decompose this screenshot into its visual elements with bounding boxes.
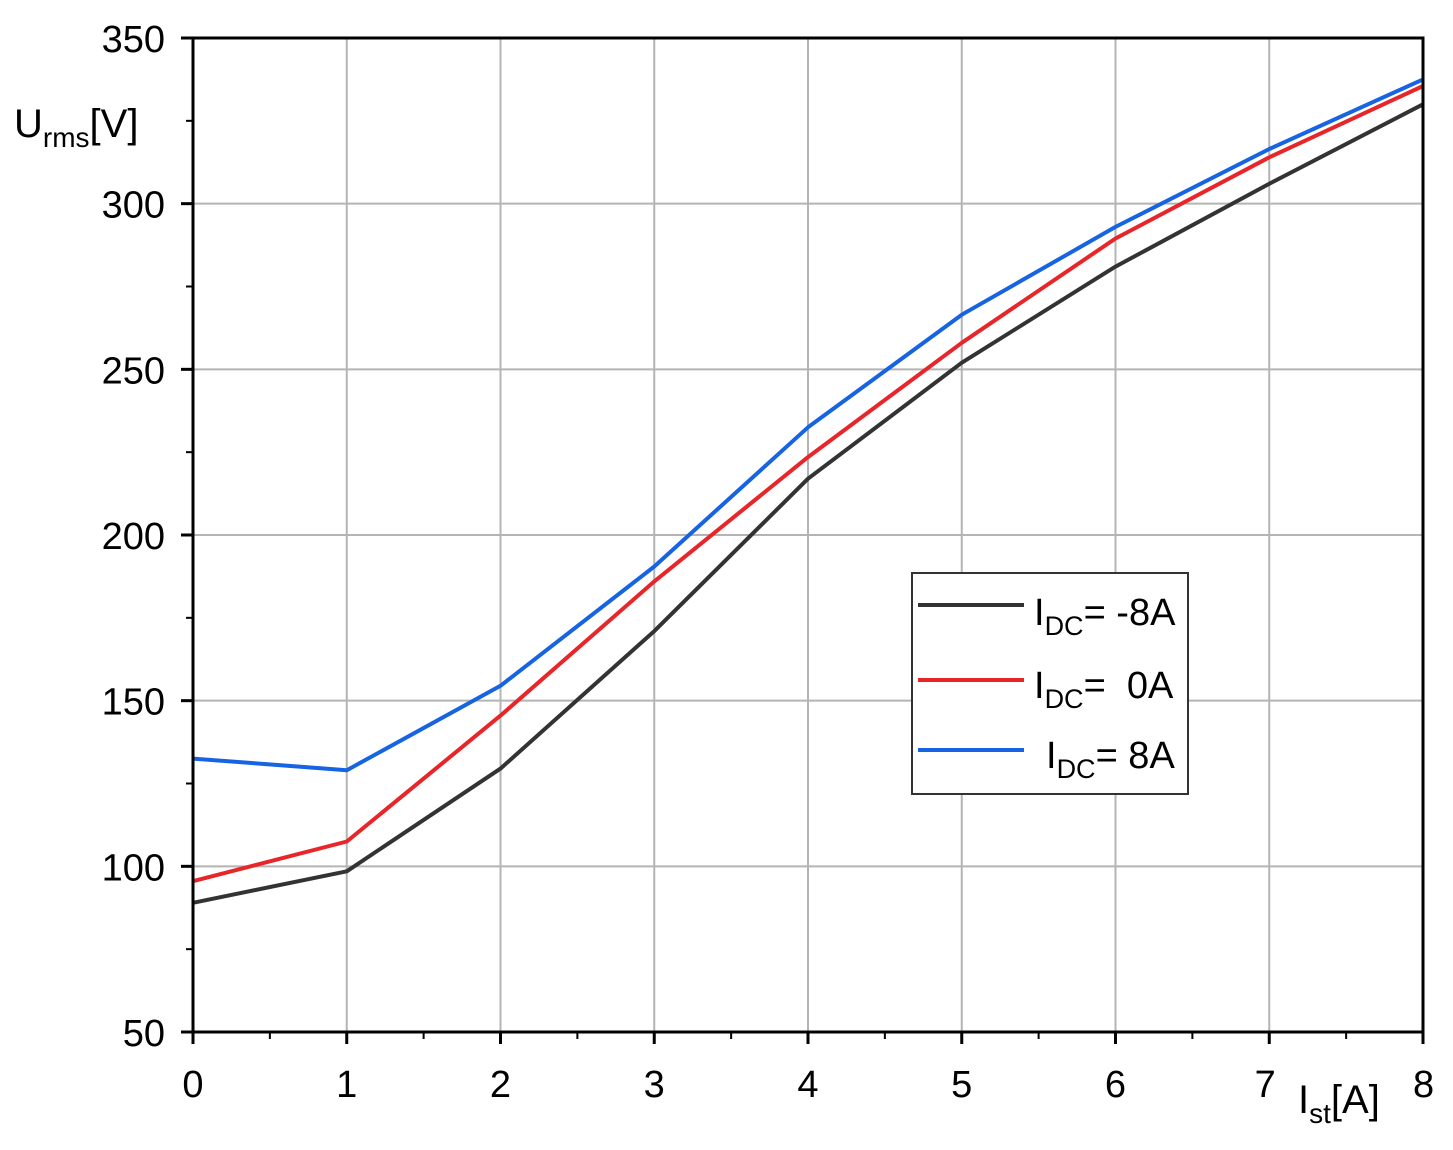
legend-label-neg8-main: I xyxy=(1034,592,1045,634)
legend-box xyxy=(911,572,1189,795)
x-axis-label: Ist[A] xyxy=(1298,1078,1380,1129)
x-tick-label: 3 xyxy=(644,1064,665,1106)
legend-label-neg8: IDC= -8A xyxy=(1034,592,1176,641)
legend-label-pos8-sub: DC xyxy=(1057,754,1096,784)
axis-ticks xyxy=(181,36,1425,1044)
y-tick-label: 200 xyxy=(102,516,165,558)
x-tick-label: 8 xyxy=(1413,1064,1434,1106)
y-tick-label: 50 xyxy=(123,1013,165,1055)
y-axis-label-unit: [V] xyxy=(90,102,139,146)
y-tick-label: 350 xyxy=(102,19,165,61)
legend-label-0-rest: = 0A xyxy=(1084,665,1174,707)
y-axis-label-sub: rms xyxy=(43,122,90,153)
series-line-0 xyxy=(192,102,1424,905)
series-line-2 xyxy=(192,77,1424,773)
x-axis-label-unit: [A] xyxy=(1331,1078,1380,1122)
x-tick-label: 0 xyxy=(182,1064,203,1106)
y-tick-label: 150 xyxy=(102,682,165,724)
y-tick-label: 300 xyxy=(102,185,165,227)
x-tick-label: 5 xyxy=(951,1064,972,1106)
legend-label-neg8-sub: DC xyxy=(1045,611,1084,641)
legend-label-neg8-rest: = -8A xyxy=(1084,592,1177,634)
legend-label-0: IDC= 0A xyxy=(1034,665,1174,714)
legend-label-pos8: IDC= 8A xyxy=(1046,735,1175,784)
legend: IDC= -8A IDC= 0A IDC= 8A xyxy=(911,572,1189,795)
legend-label-0-main: I xyxy=(1034,665,1045,707)
x-tick-label: 1 xyxy=(336,1064,357,1106)
grid-lines xyxy=(192,37,1424,1033)
x-tick-label: 4 xyxy=(797,1064,818,1106)
series-lines xyxy=(192,77,1424,905)
y-tick-label: 250 xyxy=(102,350,165,392)
x-tick-label: 2 xyxy=(490,1064,511,1106)
y-axis-label: Urms[V] xyxy=(14,102,138,153)
legend-label-0-sub: DC xyxy=(1045,684,1084,714)
series-line-1 xyxy=(192,84,1424,884)
x-axis-label-main: I xyxy=(1298,1078,1309,1122)
y-tick-label: 100 xyxy=(102,847,165,889)
y-axis-label-main: U xyxy=(14,102,43,146)
x-axis-label-sub: st xyxy=(1309,1098,1331,1129)
tick-labels: 0 1 2 3 4 5 6 7 8 50 100 150 200 250 300 350 xyxy=(102,19,1435,1106)
legend-label-pos8-main: I xyxy=(1046,735,1057,777)
x-tick-label: 6 xyxy=(1105,1064,1126,1106)
legend-label-pos8-rest: = 8A xyxy=(1096,735,1176,777)
x-tick-label: 7 xyxy=(1255,1064,1276,1106)
